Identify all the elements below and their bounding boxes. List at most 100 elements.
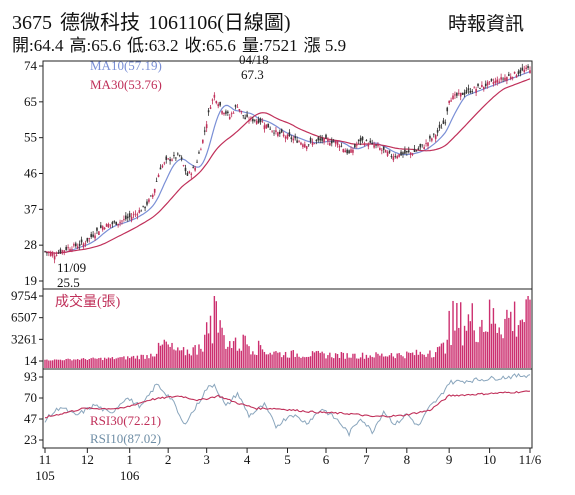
price-candle <box>288 132 291 137</box>
volume-bar <box>275 351 277 368</box>
price-candle <box>267 123 270 128</box>
volume-bar <box>209 315 212 368</box>
price-candle <box>194 167 196 171</box>
price-tick-label: 28 <box>24 237 37 252</box>
price-candle <box>484 83 487 87</box>
price-candle <box>113 221 116 223</box>
volume-bar <box>250 354 252 368</box>
price-candle <box>277 132 279 137</box>
volume-bar <box>336 354 339 368</box>
price-candle <box>346 149 348 154</box>
volume-bar <box>413 355 416 368</box>
price-candle <box>294 136 296 139</box>
price-candle <box>325 134 327 139</box>
volume-bar <box>246 344 248 368</box>
volume-bar <box>292 350 294 368</box>
volume-bar <box>352 353 354 368</box>
volume-bar <box>319 352 321 368</box>
volume-bar <box>488 299 491 368</box>
volume-bar <box>448 310 450 368</box>
price-candle <box>123 219 125 220</box>
volume-bar <box>190 355 192 368</box>
volume-bar <box>165 341 167 368</box>
quote-change: 漲 5.9 <box>303 36 347 55</box>
price-candle <box>88 238 91 239</box>
price-tick-label: 65 <box>24 94 37 109</box>
price-candle <box>396 156 399 159</box>
volume-bar <box>217 332 219 368</box>
volume-bar <box>48 360 50 368</box>
price-candle <box>523 69 526 72</box>
volume-bar <box>433 357 435 368</box>
price-candle <box>379 148 381 150</box>
volume-bar <box>188 353 191 368</box>
price-candle <box>121 220 123 222</box>
volume-bar <box>486 331 489 368</box>
price-candle <box>265 124 268 129</box>
volume-bar <box>363 358 366 368</box>
quote-high: 高:65.6 <box>69 36 121 55</box>
volume-bar <box>63 360 65 368</box>
volume-bar <box>409 353 412 368</box>
x-month-label: 10 <box>483 452 496 467</box>
volume-bar <box>107 357 110 368</box>
ma10-line <box>44 70 531 254</box>
price-candle <box>155 181 158 182</box>
volume-bar <box>402 356 404 368</box>
volume-bar <box>219 320 221 368</box>
volume-bar <box>502 338 504 368</box>
volume-bar <box>521 319 524 368</box>
price-candle <box>475 89 477 93</box>
price-candle <box>138 210 141 213</box>
price-candle <box>169 159 171 161</box>
volume-bar <box>348 357 350 368</box>
quote-line: 開:64.4 高:65.6 低:63.2 收:65.6 量:7521 漲 5.9 <box>12 31 352 56</box>
volume-bar <box>421 354 423 368</box>
volume-bar <box>481 319 483 368</box>
price-candle <box>525 67 527 69</box>
price-candle <box>100 225 102 228</box>
price-candle <box>273 132 275 134</box>
volume-bar <box>446 339 448 368</box>
volume-bar <box>311 351 314 368</box>
volume-bar <box>46 359 48 368</box>
price-candle <box>338 145 341 148</box>
price-candle <box>190 173 193 175</box>
volume-bar <box>215 301 217 368</box>
volume-bar <box>298 356 300 368</box>
rsi30-line <box>45 390 531 419</box>
volume-bar <box>494 323 497 368</box>
volume-bar <box>57 359 60 368</box>
price-candle <box>159 167 162 170</box>
price-candle <box>304 144 306 148</box>
volume-bar <box>361 352 364 368</box>
volume-bar <box>115 358 117 368</box>
price-candle <box>200 149 202 151</box>
price-candle <box>259 118 262 122</box>
volume-bar <box>182 347 185 368</box>
price-candle <box>365 140 368 142</box>
volume-bar <box>67 358 69 368</box>
price-candle <box>421 144 424 146</box>
volume-bar <box>248 346 250 368</box>
volume-bar <box>442 342 445 368</box>
x-month-label: 8 <box>404 452 411 467</box>
price-candle <box>165 156 168 160</box>
price-candle <box>459 92 462 97</box>
volume-bar <box>396 353 398 368</box>
price-candle <box>227 111 229 114</box>
price-candle <box>261 121 264 123</box>
price-candle <box>315 139 318 142</box>
volume-bar <box>55 359 58 368</box>
chart-header-title: 3675 德微科技 1061106(日線圖) <box>12 6 299 35</box>
rsi-tick-label: 93 <box>24 369 37 384</box>
volume-bar <box>329 352 331 368</box>
price-candle <box>434 135 437 139</box>
price-candle <box>63 250 66 252</box>
volume-bar <box>279 352 281 368</box>
volume-bar <box>342 352 345 368</box>
quote-close: 收:65.6 <box>184 36 236 55</box>
price-candle <box>144 206 146 209</box>
volume-bar <box>423 354 425 368</box>
price-candle <box>282 134 285 137</box>
